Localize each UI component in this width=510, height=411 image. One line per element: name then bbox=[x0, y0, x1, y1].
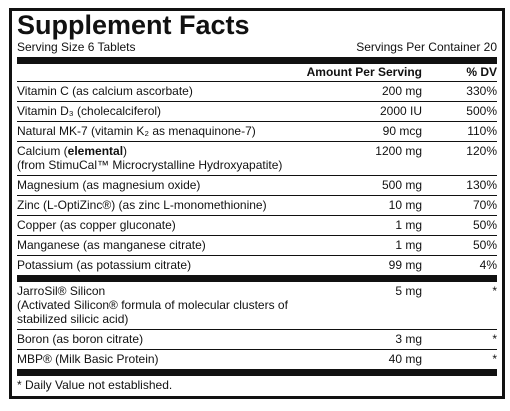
amount: 90 mcg bbox=[382, 124, 422, 138]
amount-header: Amount Per Serving bbox=[306, 65, 422, 79]
nutrient-name: Vitamin C (as calcium ascorbate) bbox=[17, 84, 312, 98]
amount: 2000 IU bbox=[379, 104, 422, 118]
name-line: stabilized silicic acid) bbox=[17, 312, 312, 326]
column-header: Amount Per Serving % DV bbox=[17, 64, 497, 82]
daily-value: 4% bbox=[479, 258, 497, 272]
serving-info: Serving Size 6 Tablets Servings Per Cont… bbox=[17, 39, 497, 57]
nutrient-name: Potassium (as potassium citrate) bbox=[17, 258, 312, 272]
amount: 5 mg bbox=[395, 284, 422, 298]
serving-size: Serving Size 6 Tablets bbox=[17, 40, 136, 54]
nutrient-name: Vitamin D₃ (cholecalciferol) bbox=[17, 104, 312, 118]
daily-value: 50% bbox=[472, 218, 497, 232]
name-text: Natural MK-7 (vitamin K₂ as menaquinone-… bbox=[17, 124, 256, 138]
daily-value: 130% bbox=[466, 178, 497, 192]
name-text: (Activated Silicon® formula of molecular… bbox=[17, 298, 288, 312]
name-line: Natural MK-7 (vitamin K₂ as menaquinone-… bbox=[17, 124, 312, 138]
amount: 40 mg bbox=[388, 352, 422, 366]
section: JarroSil® Silicon (Activated Silicon® for… bbox=[17, 282, 497, 369]
separator-bar bbox=[17, 57, 497, 64]
nutrient-row: Zinc (L-OptiZinc®) (as zinc L-monomethio… bbox=[17, 195, 497, 215]
name-line: Calcium (elemental) bbox=[17, 144, 312, 158]
name-line: JarroSil® Silicon bbox=[17, 284, 312, 298]
title: Supplement Facts bbox=[17, 10, 250, 40]
name-line: Potassium (as potassium citrate) bbox=[17, 258, 312, 272]
name-text: stabilized silicic acid) bbox=[17, 312, 129, 326]
nutrient-row: JarroSil® Silicon (Activated Silicon® for… bbox=[17, 282, 497, 329]
name-text: Zinc (L-OptiZinc®) (as zinc L-monomethio… bbox=[17, 198, 267, 212]
nutrient-name: JarroSil® Silicon (Activated Silicon® for… bbox=[17, 284, 312, 326]
name-text: MBP® (Milk Basic Protein) bbox=[17, 352, 159, 366]
nutrient-name: Manganese (as manganese citrate) bbox=[17, 238, 312, 252]
nutrient-name: MBP® (Milk Basic Protein) bbox=[17, 352, 312, 366]
nutrient-name: Natural MK-7 (vitamin K₂ as menaquinone-… bbox=[17, 124, 312, 138]
supplement-facts-label: Supplement Facts Serving Size 6 Tablets … bbox=[9, 8, 505, 399]
daily-value: 500% bbox=[466, 104, 497, 118]
nutrient-row: Natural MK-7 (vitamin K₂ as menaquinone-… bbox=[17, 121, 497, 141]
name-text: elemental bbox=[67, 144, 124, 158]
nutrient-row: Vitamin C (as calcium ascorbate) 200 mg 33… bbox=[17, 82, 497, 101]
nutrient-row: Potassium (as potassium citrate) 99 mg 4% bbox=[17, 255, 497, 275]
nutrient-name: Magnesium (as magnesium oxide) bbox=[17, 178, 312, 192]
amount: 1 mg bbox=[395, 218, 422, 232]
name-line: Copper (as copper gluconate) bbox=[17, 218, 312, 232]
nutrient-name: Copper (as copper gluconate) bbox=[17, 218, 312, 232]
nutrient-row: Copper (as copper gluconate) 1 mg 50% bbox=[17, 215, 497, 235]
nutrient-row: Calcium (elemental) (from StimuCal™ Micro… bbox=[17, 141, 497, 175]
amount: 1 mg bbox=[395, 238, 422, 252]
name-text: Copper (as copper gluconate) bbox=[17, 218, 176, 232]
name-line: Magnesium (as magnesium oxide) bbox=[17, 178, 312, 192]
nutrient-row: Magnesium (as magnesium oxide) 500 mg 130% bbox=[17, 175, 497, 195]
name-line: (Activated Silicon® formula of molecular… bbox=[17, 298, 312, 312]
name-line: Manganese (as manganese citrate) bbox=[17, 238, 312, 252]
name-text: (from StimuCal™ Microcrystalline Hydroxy… bbox=[17, 158, 283, 172]
name-text: ) bbox=[123, 144, 128, 158]
name-line: Vitamin C (as calcium ascorbate) bbox=[17, 84, 312, 98]
name-text: Vitamin C (as calcium ascorbate) bbox=[17, 84, 193, 98]
name-text: JarroSil® Silicon bbox=[17, 284, 106, 298]
daily-value: 330% bbox=[466, 84, 497, 98]
amount: 200 mg bbox=[381, 84, 422, 98]
nutrient-name: Boron (as boron citrate) bbox=[17, 332, 312, 346]
daily-value: 70% bbox=[472, 198, 497, 212]
nutrient-row: Boron (as boron citrate) 3 mg * bbox=[17, 329, 497, 349]
daily-value: 120% bbox=[466, 144, 497, 158]
section: Vitamin C (as calcium ascorbate) 200 mg 33… bbox=[17, 82, 497, 275]
amount: 99 mg bbox=[388, 258, 422, 272]
servings-per-container: Servings Per Container 20 bbox=[356, 40, 497, 54]
amount: 1200 mg bbox=[375, 144, 422, 158]
separator-bar bbox=[17, 275, 497, 282]
separator-bar bbox=[17, 369, 497, 376]
name-text: Calcium ( bbox=[17, 144, 68, 158]
name-line: Zinc (L-OptiZinc®) (as zinc L-monomethio… bbox=[17, 198, 312, 212]
daily-value: 110% bbox=[467, 124, 497, 138]
footnote: * Daily Value not established. bbox=[17, 378, 173, 392]
nutrient-row: MBP® (Milk Basic Protein) 40 mg * bbox=[17, 349, 497, 369]
table-body: Vitamin C (as calcium ascorbate) 200 mg 33… bbox=[17, 82, 497, 376]
name-text: Potassium (as potassium citrate) bbox=[17, 258, 192, 272]
amount: 10 mg bbox=[388, 198, 422, 212]
daily-value: * bbox=[492, 332, 497, 346]
nutrient-row: Manganese (as manganese citrate) 1 mg 50% bbox=[17, 235, 497, 255]
nutrient-name: Zinc (L-OptiZinc®) (as zinc L-monomethio… bbox=[17, 198, 312, 212]
name-line: Boron (as boron citrate) bbox=[17, 332, 312, 346]
daily-value: * bbox=[492, 284, 497, 298]
name-text: Vitamin D₃ (cholecalciferol) bbox=[17, 104, 162, 118]
nutrient-name: Calcium (elemental) (from StimuCal™ Micro… bbox=[17, 144, 312, 172]
amount: 3 mg bbox=[395, 332, 422, 346]
daily-value: * bbox=[492, 352, 497, 366]
name-text: Manganese (as manganese citrate) bbox=[17, 238, 206, 252]
dv-header: % DV bbox=[466, 65, 497, 79]
daily-value: 50% bbox=[472, 238, 497, 252]
name-text: Boron (as boron citrate) bbox=[17, 332, 144, 346]
amount: 500 mg bbox=[381, 178, 422, 192]
nutrient-row: Vitamin D₃ (cholecalciferol) 2000 IU 500% bbox=[17, 101, 497, 121]
name-text: Magnesium (as magnesium oxide) bbox=[17, 178, 201, 192]
name-line: Vitamin D₃ (cholecalciferol) bbox=[17, 104, 312, 118]
name-line: (from StimuCal™ Microcrystalline Hydroxy… bbox=[17, 158, 312, 172]
name-line: MBP® (Milk Basic Protein) bbox=[17, 352, 312, 366]
